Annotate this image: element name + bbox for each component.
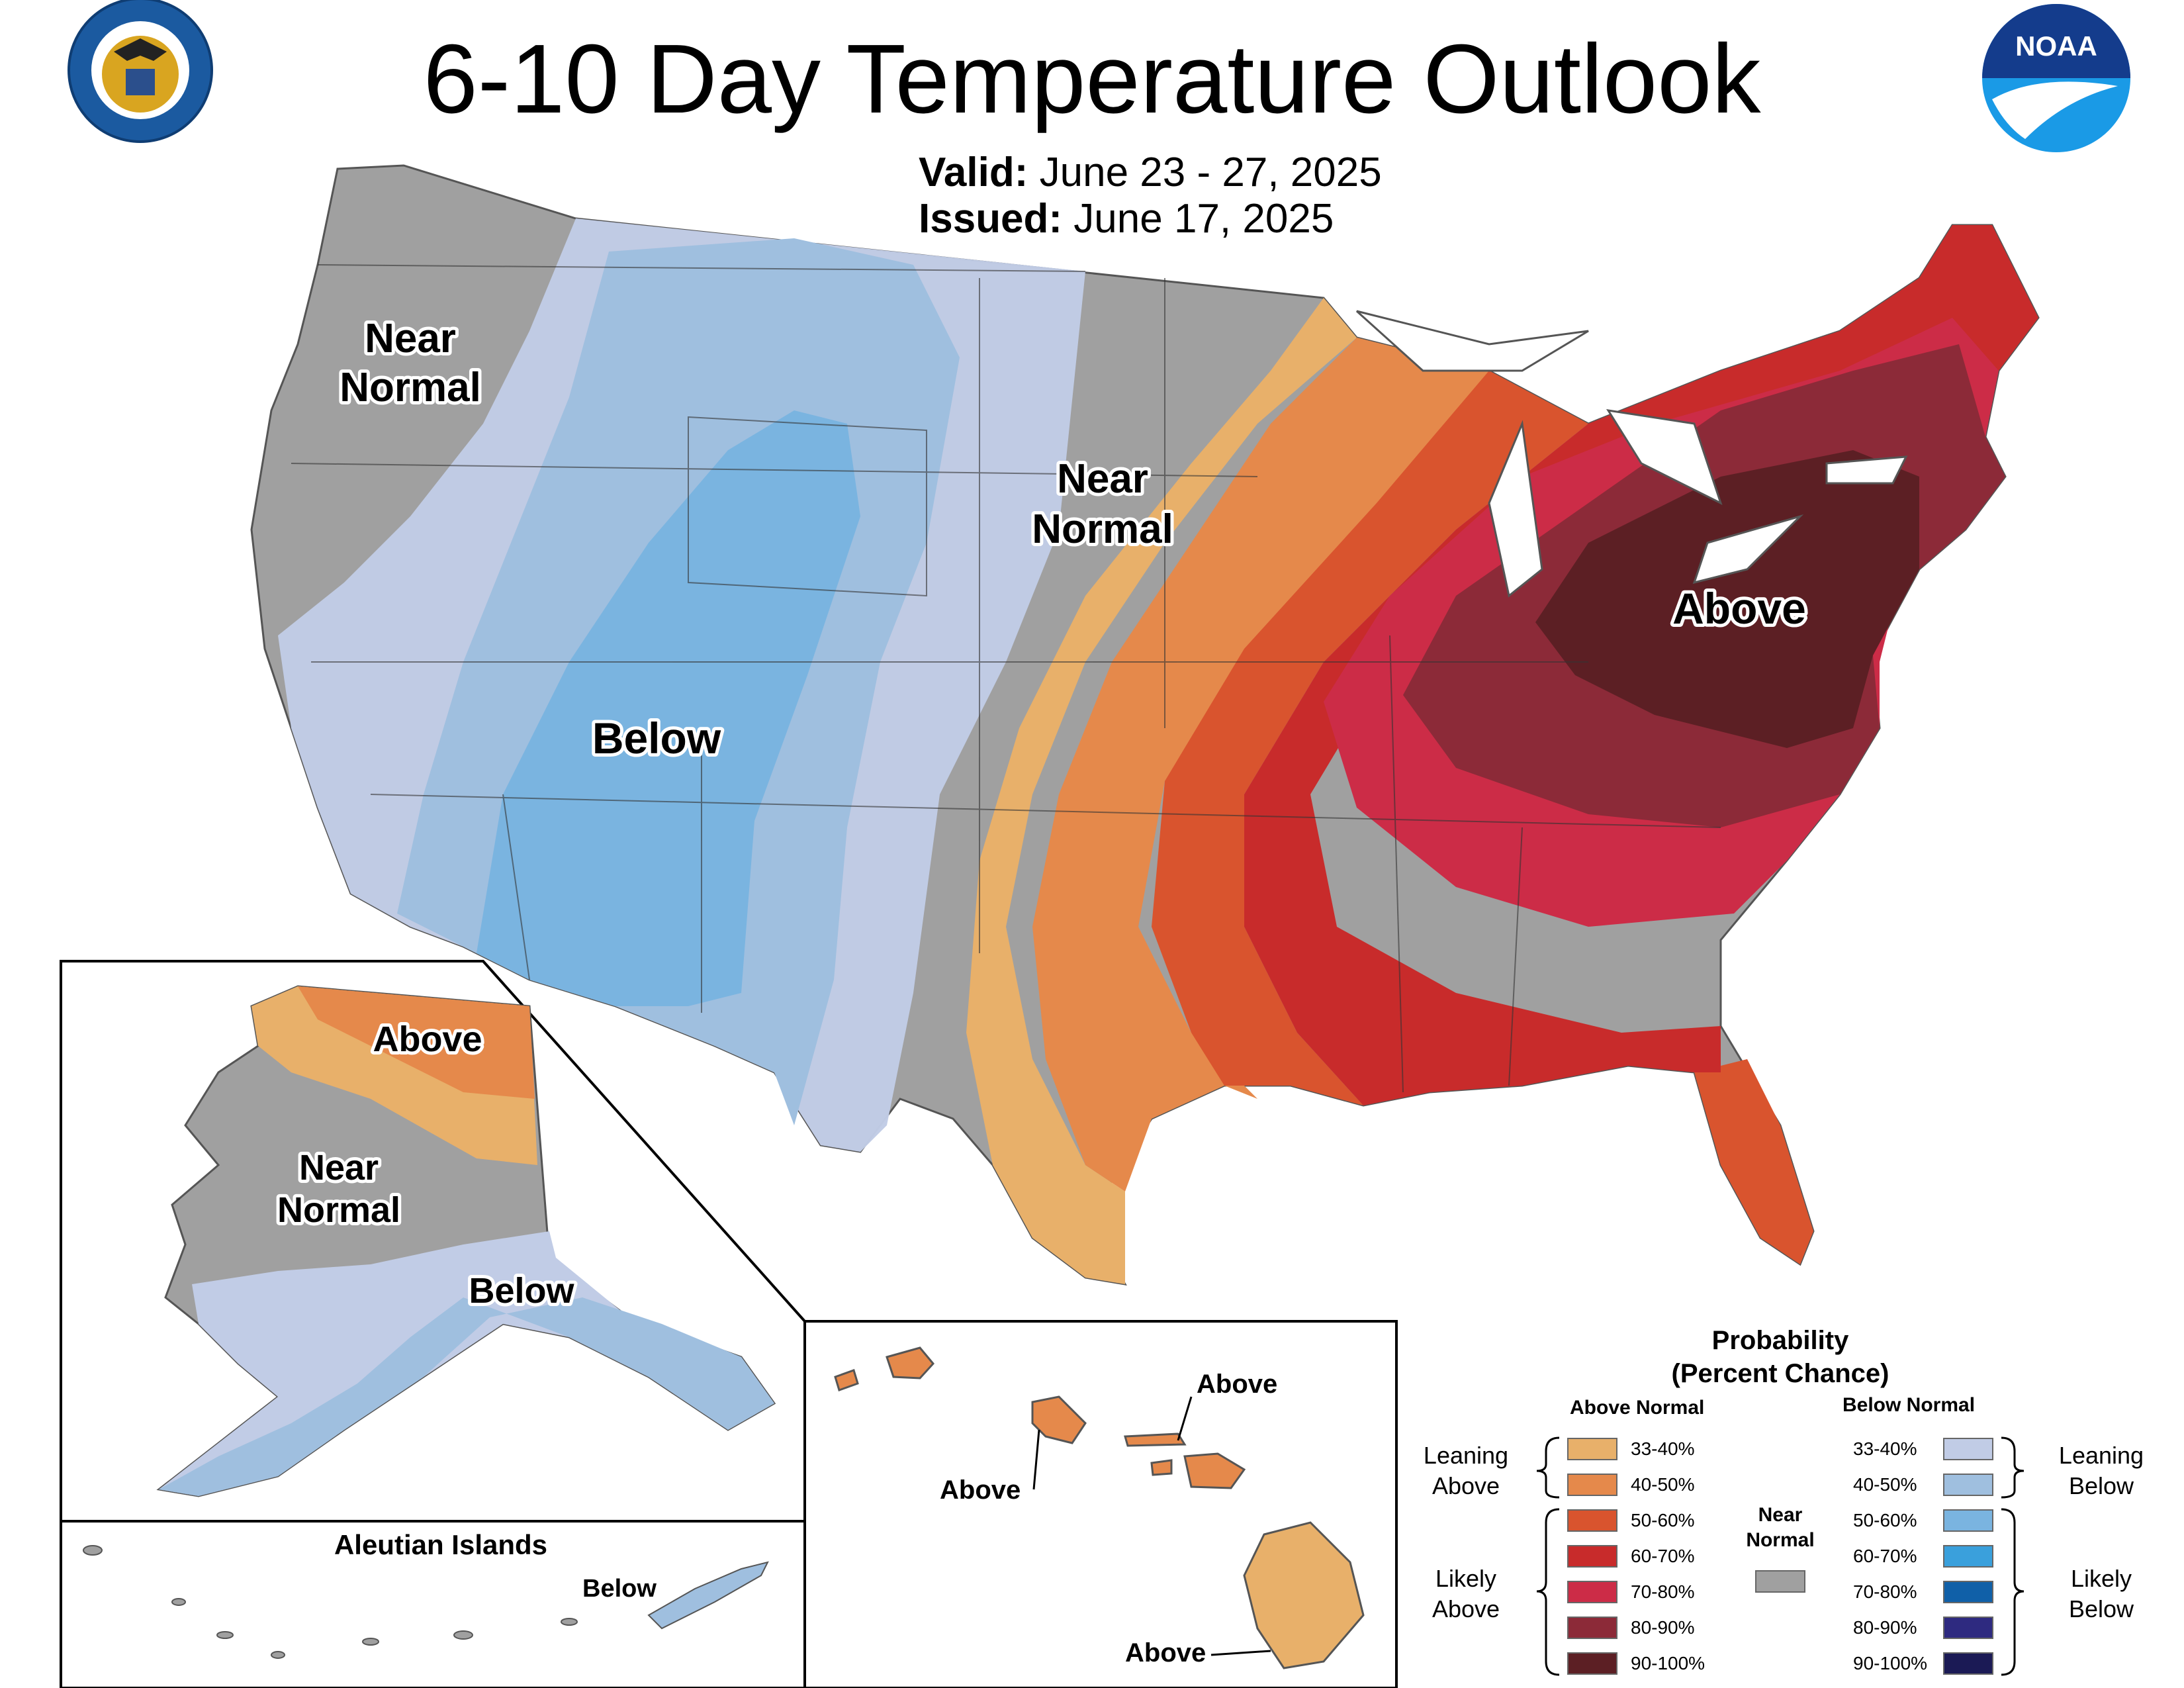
label-hi-above-1: Above [1197,1370,1277,1399]
label-nw-near-2: Normal [340,365,481,410]
legend-label-above-33-40: 33-40% [1631,1438,1695,1459]
hawaii-inset-frame [803,1320,1398,1688]
legend-swatch-below-90-100 [1943,1652,1993,1675]
brace-likely-below [2001,1508,2025,1676]
legend-swatch-below-60-70 [1943,1545,1993,1568]
legend-group-likely-below-1: Likely [2070,1565,2132,1592]
alaska-above-40-50 [298,986,535,1099]
legend-label-above-80-90: 80-90% [1631,1617,1695,1638]
legend-swatch-below-40-50 [1943,1474,1993,1496]
aleutian-islands [83,1545,578,1659]
legend-title-line2: (Percent Chance) [1671,1359,1889,1388]
label-ak-below: Below [469,1271,574,1311]
label-west-below: Below [592,714,721,763]
legend-label-above-90-100: 90-100% [1631,1653,1706,1673]
legend-swatch-above-80-90 [1567,1617,1617,1639]
brace-likely-above [1536,1508,1560,1676]
legend-swatch-above-70-80 [1567,1581,1617,1603]
legend-swatch-above-60-70 [1567,1545,1617,1568]
legend-label-above-70-80: 70-80% [1631,1581,1695,1602]
legend-swatch-below-50-60 [1943,1509,1993,1532]
legend-swatch-near-normal [1755,1570,1805,1593]
issued-label: Issued: [919,196,1063,242]
legend-group-likely-above-2: Above [1432,1595,1500,1622]
brace-leaning-below [2001,1436,2025,1499]
label-aleutian-below: Below [582,1575,657,1603]
label-plains-near-2: Normal [1032,506,1173,552]
aleutian-title: Aleutian Islands [334,1529,547,1560]
region-above-40-50 [1032,338,1555,1192]
noaa-logo: NOAA [1982,4,2130,152]
label-hi-above-3: Above [1125,1638,1206,1667]
legend-label-below-50-60: 50-60% [1853,1510,1917,1530]
legend-above-header: Above Normal [1570,1397,1705,1419]
legend-group-leaning-above-2: Above [1432,1472,1500,1499]
legend-swatch-below-33-40 [1943,1438,1993,1460]
legend-label-below-33-40: 33-40% [1853,1438,1917,1459]
noaa-logo-text: NOAA [2015,30,2097,62]
legend-group-likely-above: Likely Above [1410,1564,1522,1624]
page-title: 6-10 Day Temperature Outlook [423,24,1761,134]
legend-label-below-70-80: 70-80% [1853,1581,1917,1602]
valid-line: Valid: June 23 - 27, 2025 [919,150,1382,196]
department-of-commerce-seal [68,0,213,143]
legend-label-below-90-100: 90-100% [1853,1653,1928,1673]
state-boundaries [291,264,1721,1093]
legend-label-above-40-50: 40-50% [1631,1474,1695,1495]
issued-line: Issued: June 17, 2025 [919,196,1334,242]
legend-near-normal-line1: Near [1758,1504,1803,1526]
region-below-50-60 [477,410,860,1006]
legend-title: Probability (Percent Chance) [1628,1324,1933,1390]
legend-swatch-above-50-60 [1567,1509,1617,1532]
region-above-33-40 [966,298,1357,1284]
legend-swatch-above-40-50 [1567,1474,1617,1496]
legend-title-line1: Probability [1711,1326,1849,1355]
legend-label-above-60-70: 60-70% [1631,1546,1695,1566]
label-east-above: Above [1672,584,1806,633]
issued-value: June 17, 2025 [1073,196,1334,242]
legend-group-leaning-above: Leaning Above [1410,1440,1522,1501]
legend-group-leaning-below-2: Below [2068,1472,2134,1499]
legend-swatch-below-80-90 [1943,1617,1993,1639]
legend-near-normal-line2: Normal [1746,1529,1815,1551]
legend-group-likely-above-1: Likely [1435,1565,1497,1592]
aleutian-east-below [647,1561,769,1630]
legend-swatch-above-33-40 [1567,1438,1617,1460]
legend-label-below-40-50: 40-50% [1853,1474,1917,1495]
legend-group-leaning-below: Leaning Below [2045,1440,2158,1501]
valid-label: Valid: [919,150,1028,195]
legend-group-likely-below: Likely Below [2045,1564,2158,1624]
label-ak-near-2: Normal [277,1190,400,1230]
label-hi-above-2: Above [940,1476,1021,1505]
legend-group-likely-below-2: Below [2068,1595,2134,1622]
hawaii-pointers [1032,1396,1271,1656]
legend-swatch-above-90-100 [1567,1652,1617,1675]
label-ak-above: Above [373,1019,482,1059]
region-above-90-100 [1535,450,1919,748]
hawaii-islands [834,1346,1365,1669]
legend-near-normal-label: Near Normal [1727,1503,1833,1553]
valid-value: June 23 - 27, 2025 [1039,150,1382,195]
legend-group-leaning-below-1: Leaning [2058,1442,2144,1469]
legend-below-header: Below Normal [1843,1394,1976,1416]
label-nw-near-1: Near [365,316,456,361]
alaska-below-40-50 [159,1297,774,1496]
legend-label-below-80-90: 80-90% [1853,1617,1917,1638]
legend-label-above-50-60: 50-60% [1631,1510,1695,1530]
legend-group-leaning-above-1: Leaning [1423,1442,1509,1469]
legend-label-below-60-70: 60-70% [1853,1546,1917,1566]
brace-leaning-above [1536,1436,1560,1499]
great-lakes [1355,310,1908,598]
region-above-50-60 [1152,371,1813,1264]
legend-swatch-below-70-80 [1943,1581,1993,1603]
label-plains-near-1: Near [1057,456,1148,502]
label-ak-near-1: Near [299,1148,379,1188]
